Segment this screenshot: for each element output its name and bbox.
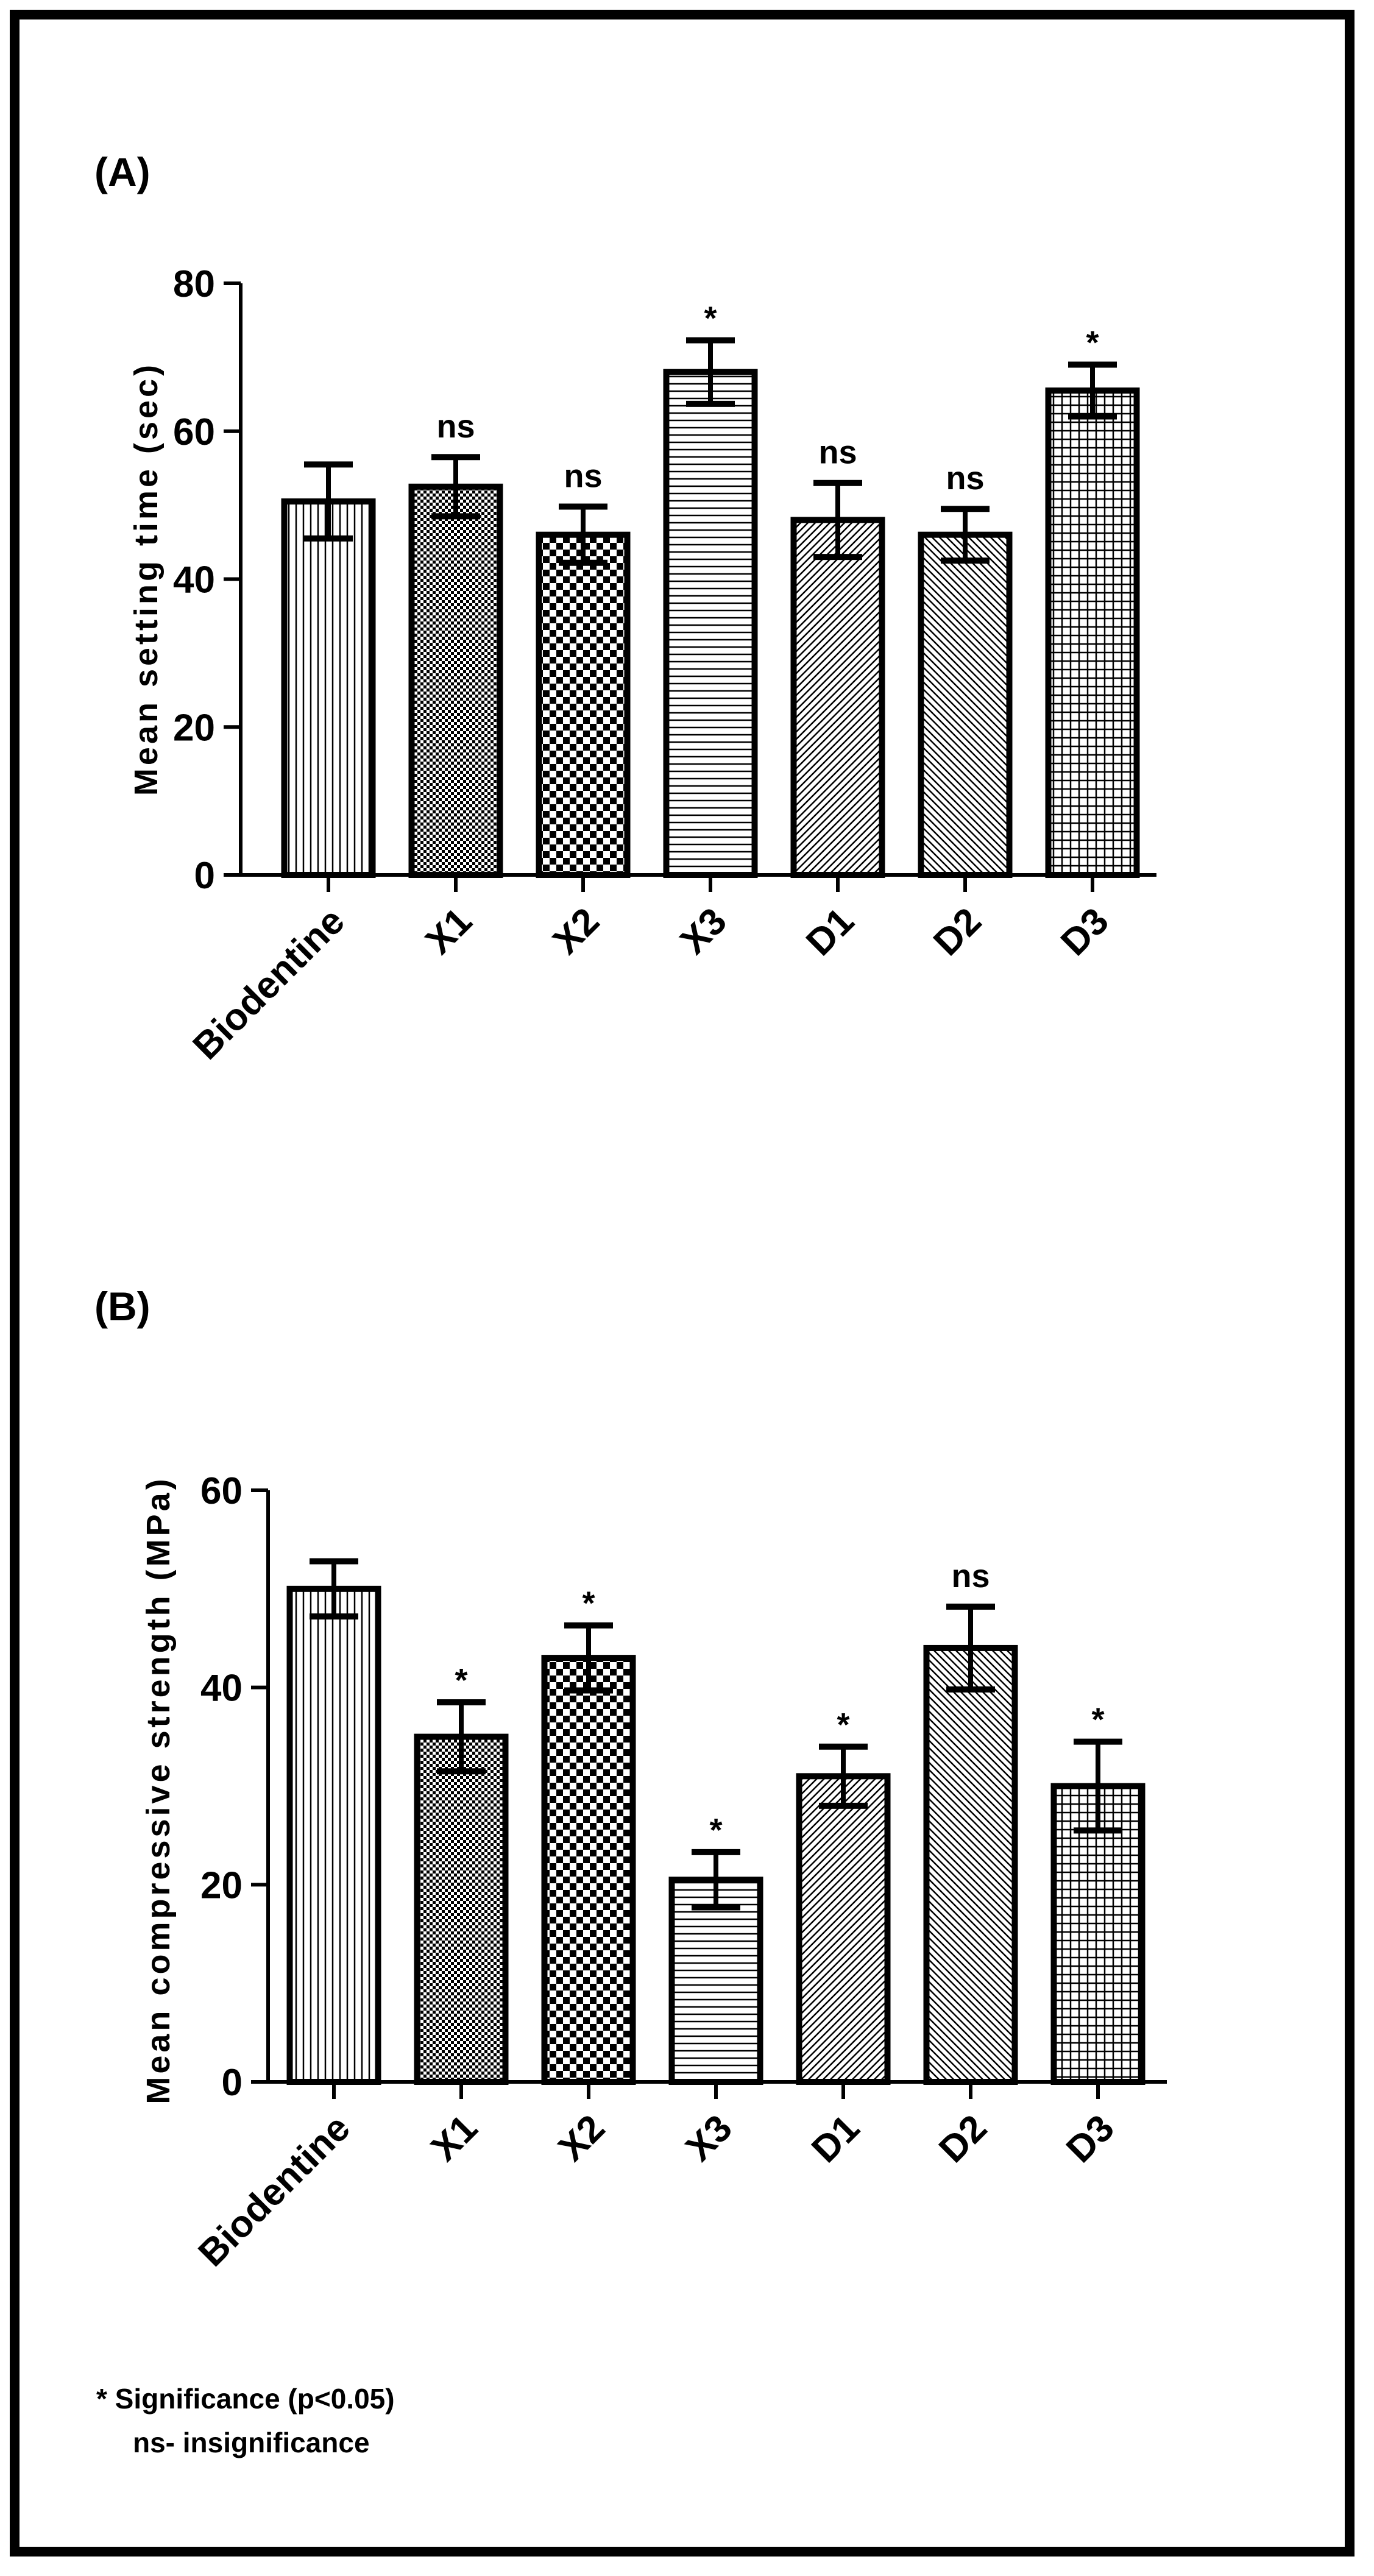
chart-b-bar-d1 — [796, 1773, 891, 2085]
chart-a-bar-x2 — [536, 531, 631, 878]
chart-a-annotation-x1: ns — [436, 408, 475, 445]
chart-a-y-axis-title: Mean setting time (sec) — [128, 362, 165, 796]
chart-b-x-label-x1: X1 — [423, 2107, 485, 2169]
chart-b-annotation-d1: * — [837, 1707, 849, 1743]
chart-b-annotation-x3: * — [709, 1812, 722, 1849]
chart-a-annotation-d2: ns — [946, 460, 984, 497]
chart-a-annotation-x2: ns — [564, 458, 602, 495]
chart-a-bar-x3 — [663, 369, 758, 878]
chart-b-x-label-x3: X3 — [678, 2107, 740, 2169]
chart-a-x-label-d1: D1 — [798, 900, 862, 964]
chart-a-y-tick-label: 0 — [194, 855, 215, 897]
chart-a-annotation-d1: ns — [818, 434, 857, 471]
chart-b-y-tick-label: 20 — [200, 1864, 243, 1906]
chart-b-annotation-d3: * — [1091, 1702, 1104, 1738]
chart-a-y-tick-label: 40 — [173, 559, 215, 601]
chart-a: (A) Mean setting time (sec) 0 20 40 60 80 Biode… — [94, 149, 1156, 1067]
chart-b-y-tick-label: 40 — [200, 1668, 243, 1710]
chart-a-x-label-biodentine: Biodentine — [185, 900, 353, 1067]
chart-a-panel-label: (A) — [94, 149, 151, 194]
chart-b-bar-x1 — [414, 1733, 509, 2085]
chart-b-x-label-d2: D2 — [931, 2107, 995, 2171]
chart-a-x-label-d2: D2 — [926, 900, 990, 964]
chart-b-bar-biodentine — [286, 1585, 381, 2085]
chart-b-y-tick-label: 0 — [222, 2062, 243, 2104]
chart-a-x-label-d3: D3 — [1053, 900, 1117, 964]
chart-a-y-tick-label: 20 — [173, 707, 215, 749]
chart-a-bar-x1 — [408, 483, 503, 878]
chart-b-x-label-d1: D1 — [804, 2107, 868, 2171]
chart-b-x-label-biodentine: Biodentine — [191, 2107, 358, 2274]
chart-a-bar-d1 — [790, 517, 885, 878]
chart-a-bar-d3 — [1045, 387, 1140, 878]
chart-a-bar-d2 — [918, 531, 1013, 878]
chart-b-bar-x3 — [668, 1877, 763, 2086]
chart-b-annotation-d2: ns — [951, 1558, 990, 1594]
chart-b-bar-x2 — [541, 1655, 636, 2086]
chart-b: (B) Mean compressive strength (MPa) 0 20 40 6… — [94, 1284, 1167, 2274]
footnote-significance: * Significance (p<0.05) — [96, 2383, 395, 2415]
chart-b-annotation-x1: * — [455, 1662, 467, 1699]
chart-b-x-label-x2: X2 — [550, 2107, 612, 2169]
chart-b-y-tick-label: 60 — [200, 1470, 243, 1512]
chart-a-annotation-d3: * — [1086, 325, 1099, 361]
footnote-insignificance: ns- insignificance — [133, 2427, 370, 2458]
chart-a-x-label-x1: X1 — [417, 900, 480, 962]
chart-a-annotation-x3: * — [704, 300, 717, 336]
chart-a-x-label-x2: X2 — [545, 900, 607, 962]
chart-a-bar-biodentine — [281, 498, 376, 878]
chart-b-y-axis-title: Mean compressive strength (MPa) — [140, 1476, 177, 2104]
chart-b-annotation-x2: * — [582, 1585, 595, 1622]
chart-a-y-tick-label: 60 — [173, 411, 215, 453]
chart-b-bar-d2 — [923, 1644, 1018, 2085]
chart-a-x-label-x3: X3 — [672, 900, 734, 962]
chart-b-panel-label: (B) — [94, 1284, 151, 1329]
chart-a-y-tick-label: 80 — [173, 263, 215, 305]
chart-b-x-label-d3: D3 — [1058, 2107, 1122, 2171]
